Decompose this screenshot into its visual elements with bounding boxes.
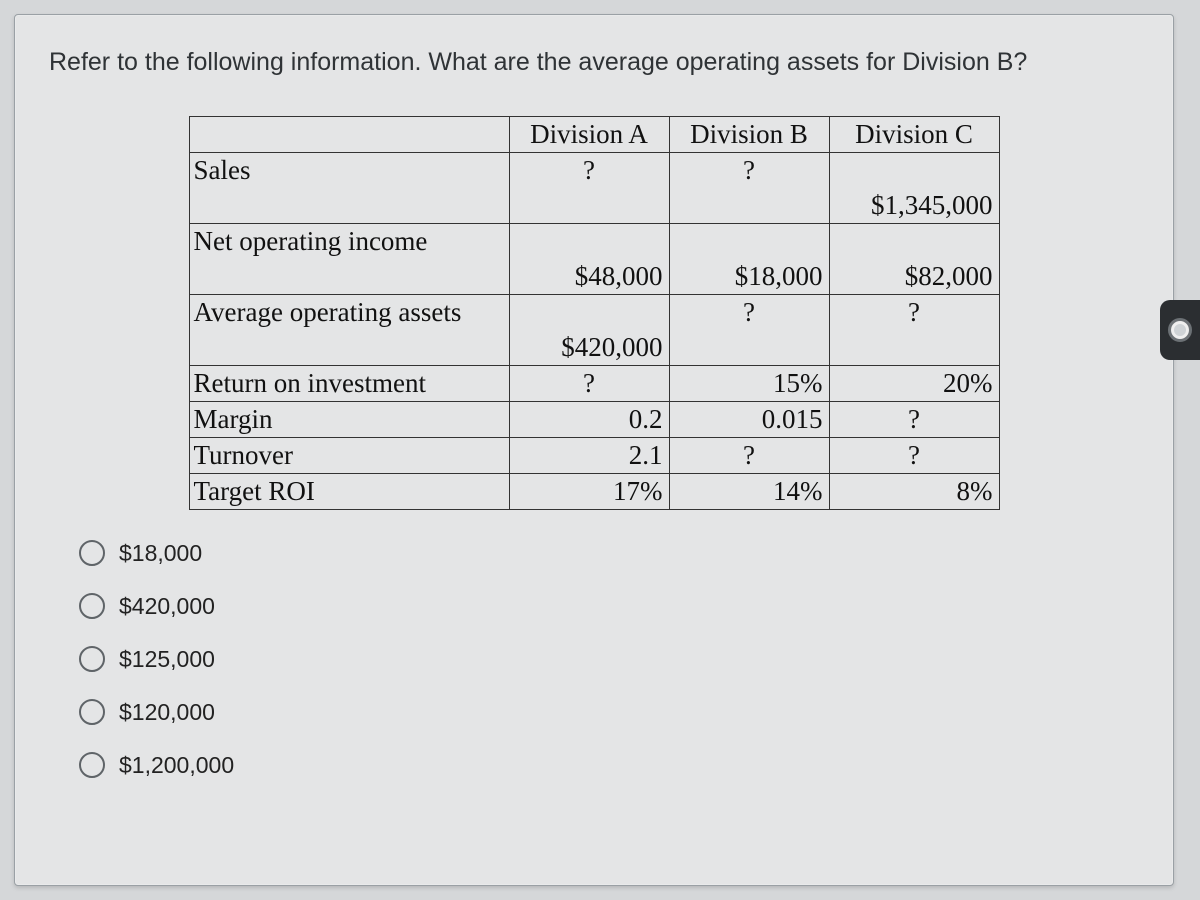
option-3[interactable]: $120,000 xyxy=(79,699,1139,726)
aoa-b-top: ? xyxy=(670,295,829,330)
noi-c-top xyxy=(830,224,999,259)
option-0[interactable]: $18,000 xyxy=(79,540,1139,567)
label-target: Target ROI xyxy=(190,474,509,509)
roi-b: 15% xyxy=(670,366,829,401)
option-label: $120,000 xyxy=(119,699,215,726)
aoa-c-bot xyxy=(830,330,999,365)
radio-icon xyxy=(79,646,105,672)
noi-a-bot: $48,000 xyxy=(510,259,669,294)
turnover-b: ? xyxy=(670,438,829,473)
header-division-a: Division A xyxy=(510,117,669,152)
label-turnover: Turnover xyxy=(190,438,509,473)
noi-a-top xyxy=(510,224,669,259)
noi-b-top xyxy=(670,224,829,259)
option-4[interactable]: $1,200,000 xyxy=(79,752,1139,779)
camera-lens-icon xyxy=(1168,318,1192,342)
label-roi: Return on investment xyxy=(190,366,509,401)
header-blank xyxy=(190,117,509,152)
label-sales: Sales xyxy=(190,153,509,188)
option-label: $1,200,000 xyxy=(119,752,234,779)
sales-a-top: ? xyxy=(510,153,669,188)
aoa-b-bot xyxy=(670,330,829,365)
row-target: Target ROI 17% 14% 8% xyxy=(189,473,999,509)
row-margin: Margin 0.2 0.015 ? xyxy=(189,401,999,437)
row-roi: Return on investment ? 15% 20% xyxy=(189,365,999,401)
division-data-table: Division A Division B Division C Sales ?… xyxy=(189,116,1000,510)
label-margin: Margin xyxy=(190,402,509,437)
label-aoa: Average operating assets xyxy=(190,295,509,330)
margin-a: 0.2 xyxy=(510,402,669,437)
target-a: 17% xyxy=(510,474,669,509)
noi-c-bot: $82,000 xyxy=(830,259,999,294)
option-1[interactable]: $420,000 xyxy=(79,593,1139,620)
target-b: 14% xyxy=(670,474,829,509)
option-label: $18,000 xyxy=(119,540,202,567)
camera-notch xyxy=(1160,300,1200,360)
option-label: $125,000 xyxy=(119,646,215,673)
roi-c: 20% xyxy=(830,366,999,401)
aoa-a-bot: $420,000 xyxy=(510,330,669,365)
sales-b-bot xyxy=(670,188,829,223)
margin-b: 0.015 xyxy=(670,402,829,437)
aoa-c-top: ? xyxy=(830,295,999,330)
row-turnover: Turnover 2.1 ? ? xyxy=(189,437,999,473)
aoa-a-top xyxy=(510,295,669,330)
target-c: 8% xyxy=(830,474,999,509)
radio-icon xyxy=(79,540,105,566)
option-label: $420,000 xyxy=(119,593,215,620)
row-sales: Sales ? ? $1,345,000 xyxy=(189,152,999,223)
table-header-row: Division A Division B Division C xyxy=(189,116,999,152)
sales-b-top: ? xyxy=(670,153,829,188)
margin-c: ? xyxy=(830,402,999,437)
radio-icon xyxy=(79,752,105,778)
noi-b-bot: $18,000 xyxy=(670,259,829,294)
header-division-c: Division C xyxy=(830,117,999,152)
question-text: Refer to the following information. What… xyxy=(49,43,1139,82)
sales-a-bot xyxy=(510,188,669,223)
header-division-b: Division B xyxy=(670,117,829,152)
option-2[interactable]: $125,000 xyxy=(79,646,1139,673)
sales-c-bot: $1,345,000 xyxy=(830,188,999,223)
radio-icon xyxy=(79,593,105,619)
row-aoa: Average operating assets $420,000 ? ? xyxy=(189,294,999,365)
label-noi: Net operating income xyxy=(190,224,509,259)
turnover-c: ? xyxy=(830,438,999,473)
sales-c-top xyxy=(830,153,999,188)
radio-icon xyxy=(79,699,105,725)
data-table-wrap: Division A Division B Division C Sales ?… xyxy=(49,116,1139,510)
turnover-a: 2.1 xyxy=(510,438,669,473)
question-card: Refer to the following information. What… xyxy=(14,14,1174,886)
answer-options: $18,000 $420,000 $125,000 $120,000 $1,20… xyxy=(79,540,1139,779)
row-noi: Net operating income $48,000 $18,000 $82… xyxy=(189,223,999,294)
roi-a: ? xyxy=(510,366,669,401)
